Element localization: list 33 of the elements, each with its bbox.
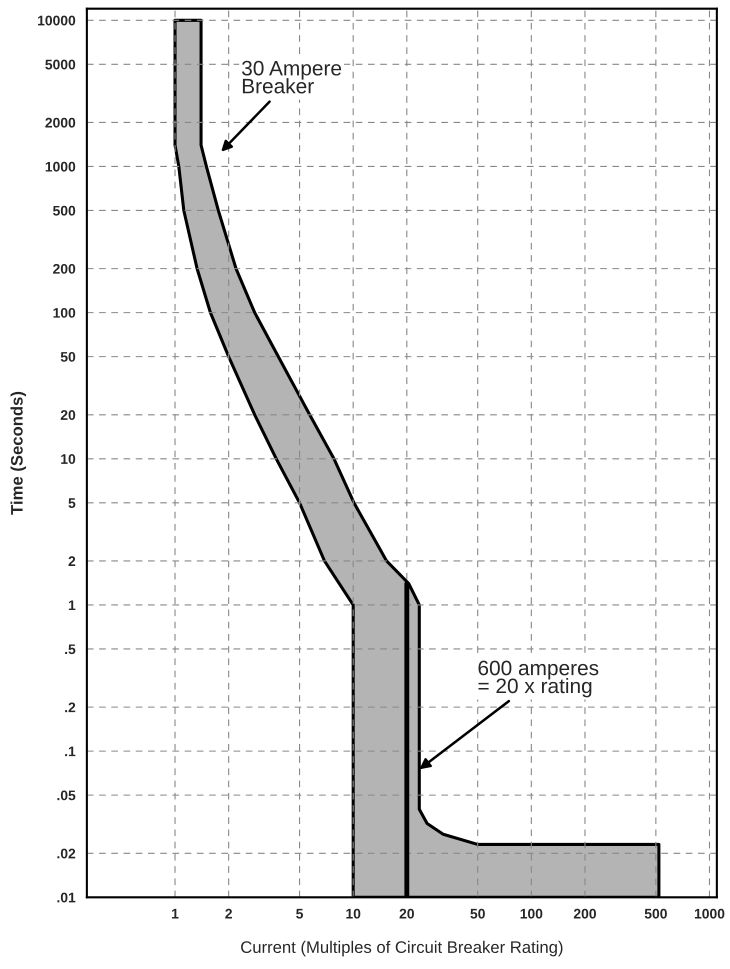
y-tick-label: .1 (65, 746, 76, 756)
x-tick-label: 2 (225, 908, 232, 918)
x-tick-label: 10 (346, 908, 360, 919)
y-tick-label: 5000 (45, 60, 76, 70)
y-tick-label: 500 (53, 206, 76, 216)
annotation: 600 amperes = 20 x rating (478, 660, 598, 698)
annotation: 30 Ampere Breaker (242, 60, 342, 94)
y-tick-label: 2 (68, 556, 76, 566)
y-tick-label: 10000 (38, 16, 76, 26)
x-axis-title: Current (Multiples of Circuit Breaker Rating) (241, 940, 562, 956)
x-tick-label: 1000 (694, 908, 724, 919)
y-axis-title: Time (Seconds) (10, 392, 26, 515)
x-tick-label: 500 (644, 908, 667, 919)
y-tick-label: .01 (57, 892, 76, 902)
x-tick-label: 5 (296, 908, 304, 919)
y-tick-label: .5 (65, 644, 76, 654)
y-tick-label: 200 (53, 264, 76, 274)
x-tick-label: 200 (574, 908, 596, 919)
y-tick-label: 5 (68, 498, 76, 508)
x-tick-label: 1 (172, 908, 179, 918)
y-tick-label: .05 (57, 790, 76, 800)
x-tick-label: 100 (520, 908, 542, 919)
y-tick-label: 1 (68, 600, 76, 610)
y-tick-label: 100 (53, 308, 76, 318)
x-tick-label: 50 (470, 908, 485, 919)
y-tick-label: 10 (61, 454, 76, 464)
y-tick-label: 50 (60, 352, 76, 362)
y-tick-label: .2 (65, 702, 76, 712)
y-tick-label: 1000 (46, 162, 76, 172)
x-tick-label: 20 (400, 908, 414, 919)
y-tick-label: 2000 (45, 118, 76, 128)
y-tick-label: .02 (57, 848, 76, 858)
y-tick-label: 20 (60, 410, 76, 420)
